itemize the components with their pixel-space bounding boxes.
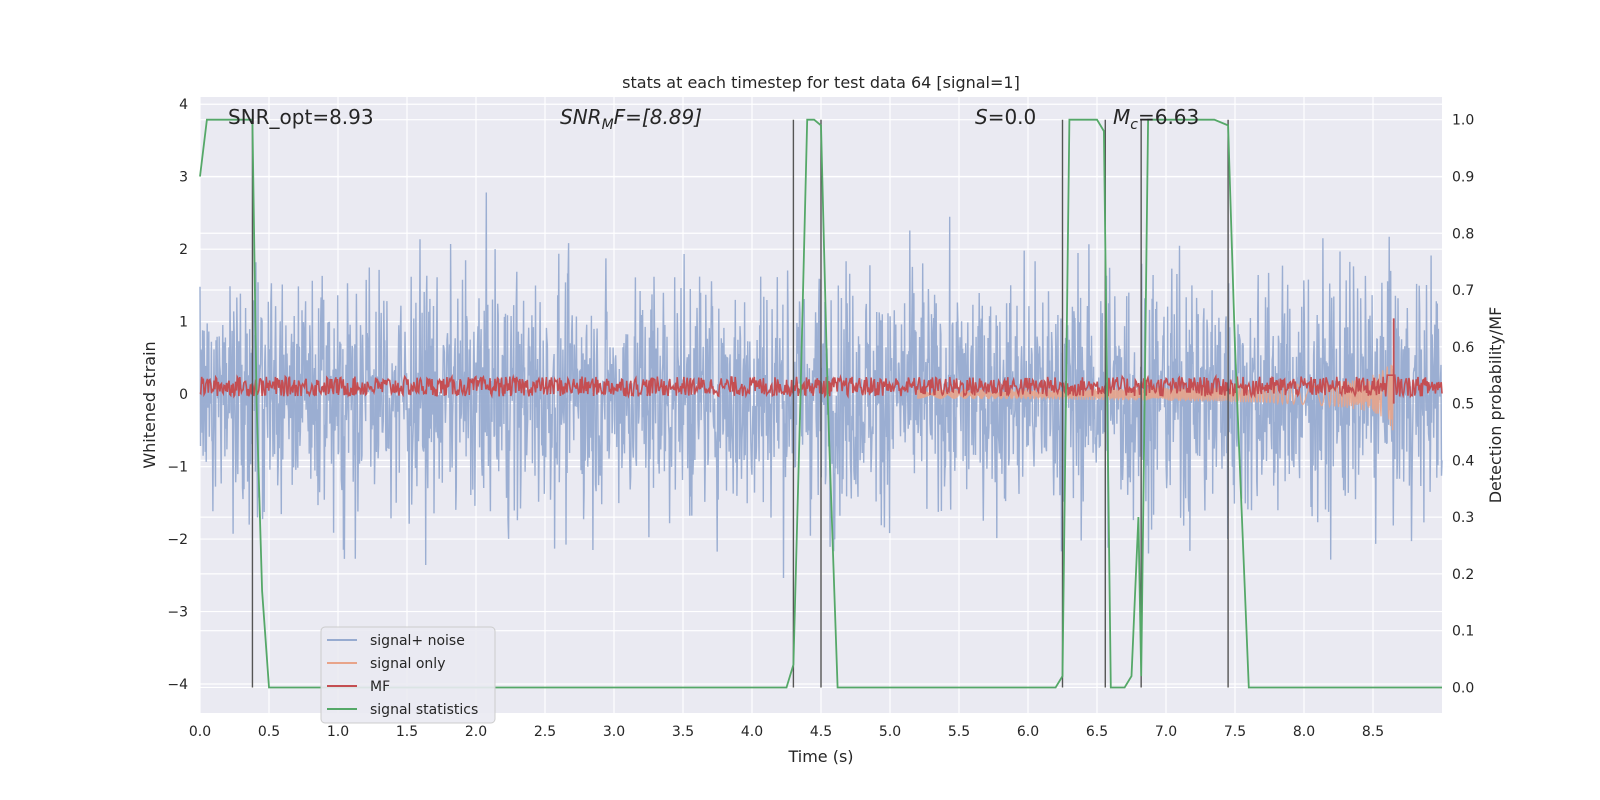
legend-label-signal-only: signal only [370, 656, 445, 672]
x-tick-label: 2.5 [534, 724, 556, 740]
annotation-s-rest: =0.0 [988, 105, 1037, 129]
legend-label-signal-noise: signal+ noise [370, 633, 465, 649]
y2-tick-label: 0.2 [1452, 567, 1474, 583]
x-tick-label: 6.0 [1017, 724, 1039, 740]
x-tick-label: 1.5 [396, 724, 418, 740]
y2-tick-label: 0.9 [1452, 169, 1474, 185]
x-tick-label: 1.0 [327, 724, 349, 740]
y2-axis-label: Detection probability/MF [1486, 307, 1505, 504]
legend: signal+ noise signal only MF signal stat… [320, 626, 496, 724]
annotation-mc-rest: =6.63 [1138, 105, 1199, 129]
y-tick-label: 4 [179, 97, 188, 113]
y2-tick-label: 0.6 [1452, 340, 1474, 356]
y-tick-label: 0 [179, 387, 188, 403]
vertical-markers [251, 119, 1229, 688]
x-axis-label: Time (s) [787, 747, 853, 766]
y2-tick-label: 0.4 [1452, 453, 1474, 469]
annotation-snr-opt: SNR_opt=8.93 [228, 105, 374, 129]
x-tick-label: 4.0 [741, 724, 763, 740]
x-tick-label: 5.0 [879, 724, 901, 740]
y-tick-label: −1 [167, 460, 188, 476]
annotation-mc-sub: c [1130, 117, 1138, 133]
y2-tick-label: 1.0 [1452, 113, 1474, 129]
x-tick-label: 0.5 [258, 724, 280, 740]
annotation-snr-mf-base: SNR [560, 105, 602, 129]
x-tick-label: 3.5 [672, 724, 694, 740]
annotation-mc: Mc=6.63 [1113, 105, 1199, 133]
y-tick-label: −3 [167, 605, 188, 621]
annotation-snr-mf-rest: F=[8.89] [614, 105, 702, 129]
annotation-snr-mf-sub: M [602, 117, 614, 133]
x-tick-label: 5.5 [948, 724, 970, 740]
x-tick-label: 8.5 [1362, 724, 1384, 740]
y-tick-label: 3 [179, 170, 188, 186]
y-tick-label: −2 [167, 532, 188, 548]
x-tick-label: 6.5 [1086, 724, 1108, 740]
y2-tick-label: 0.7 [1452, 283, 1474, 299]
legend-label-mf: MF [370, 679, 390, 695]
annotation-mc-base: M [1113, 105, 1130, 129]
y2-tick-label: 0.0 [1452, 680, 1474, 696]
annotation-s: S=0.0 [975, 105, 1036, 129]
x-tick-label: 7.5 [1224, 724, 1246, 740]
legend-box [320, 626, 496, 724]
y2-tick-label: 0.3 [1452, 510, 1474, 526]
x-tick-label: 7.0 [1155, 724, 1177, 740]
x-tick-label: 3.0 [603, 724, 625, 740]
y-axis-label: Whitened strain [140, 341, 159, 468]
y-tick-label: −4 [167, 677, 188, 693]
x-tick-label: 0.0 [189, 724, 211, 740]
annotation-snr-mf: SNRMF=[8.89] [560, 105, 702, 133]
y2-tick-label: 0.8 [1452, 226, 1474, 242]
x-tick-label: 8.0 [1293, 724, 1315, 740]
signal-statistics-line [199, 118, 1442, 689]
annotation-s-var: S [975, 105, 988, 129]
y-tick-label: 2 [179, 242, 188, 258]
series-signal-statistics [199, 118, 1442, 689]
y2-tick-label: 0.5 [1452, 397, 1474, 413]
legend-label-signal-statistics: signal statistics [370, 702, 478, 718]
axis-ticks: 0.0 0.5 1.0 1.5 2.0 2.5 3.0 3.5 4.0 4.5 5.0 5.5 6.0 6… [167, 97, 1474, 740]
y-tick-label: 1 [179, 315, 188, 331]
y2-tick-label: 0.1 [1452, 624, 1474, 640]
x-tick-label: 4.5 [810, 724, 832, 740]
x-tick-label: 2.0 [465, 724, 487, 740]
chart-title: stats at each timestep for test data 64 … [622, 73, 1020, 92]
